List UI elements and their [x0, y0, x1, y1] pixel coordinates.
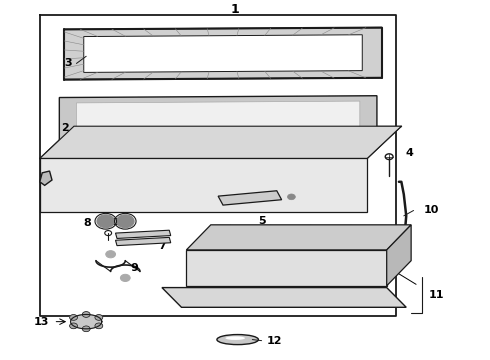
Polygon shape	[40, 126, 401, 158]
Circle shape	[117, 215, 134, 228]
Polygon shape	[116, 237, 171, 246]
Polygon shape	[218, 191, 282, 205]
Text: 1: 1	[231, 3, 240, 16]
Polygon shape	[59, 96, 377, 140]
Polygon shape	[103, 219, 128, 224]
Text: 6: 6	[66, 195, 74, 205]
Circle shape	[70, 323, 77, 329]
Text: 4: 4	[405, 148, 413, 158]
Circle shape	[82, 326, 90, 332]
Polygon shape	[116, 230, 171, 238]
Text: 𝆑  𝆑: 𝆑 𝆑	[206, 113, 226, 123]
Text: 9: 9	[130, 263, 138, 273]
Circle shape	[95, 323, 103, 329]
Text: 7: 7	[158, 241, 166, 251]
Polygon shape	[186, 250, 387, 286]
Polygon shape	[84, 35, 362, 72]
Text: 10: 10	[423, 206, 439, 216]
Polygon shape	[162, 288, 406, 307]
Text: 5: 5	[258, 216, 266, 226]
Text: 3: 3	[64, 58, 72, 68]
Text: 8: 8	[83, 218, 91, 228]
Ellipse shape	[225, 336, 245, 340]
Polygon shape	[64, 28, 382, 80]
Text: 13: 13	[33, 317, 49, 327]
Circle shape	[121, 274, 130, 282]
Polygon shape	[40, 158, 367, 212]
Ellipse shape	[217, 334, 258, 345]
Polygon shape	[387, 225, 411, 286]
Text: 11: 11	[428, 290, 444, 300]
Circle shape	[106, 251, 116, 258]
Polygon shape	[76, 101, 360, 135]
Polygon shape	[71, 315, 102, 329]
Circle shape	[97, 215, 115, 228]
Polygon shape	[186, 225, 411, 250]
Circle shape	[288, 194, 295, 200]
Circle shape	[82, 312, 90, 318]
Circle shape	[95, 315, 103, 320]
Text: 12: 12	[267, 336, 283, 346]
Polygon shape	[40, 171, 52, 185]
Circle shape	[70, 315, 77, 320]
Text: 2: 2	[61, 123, 69, 133]
